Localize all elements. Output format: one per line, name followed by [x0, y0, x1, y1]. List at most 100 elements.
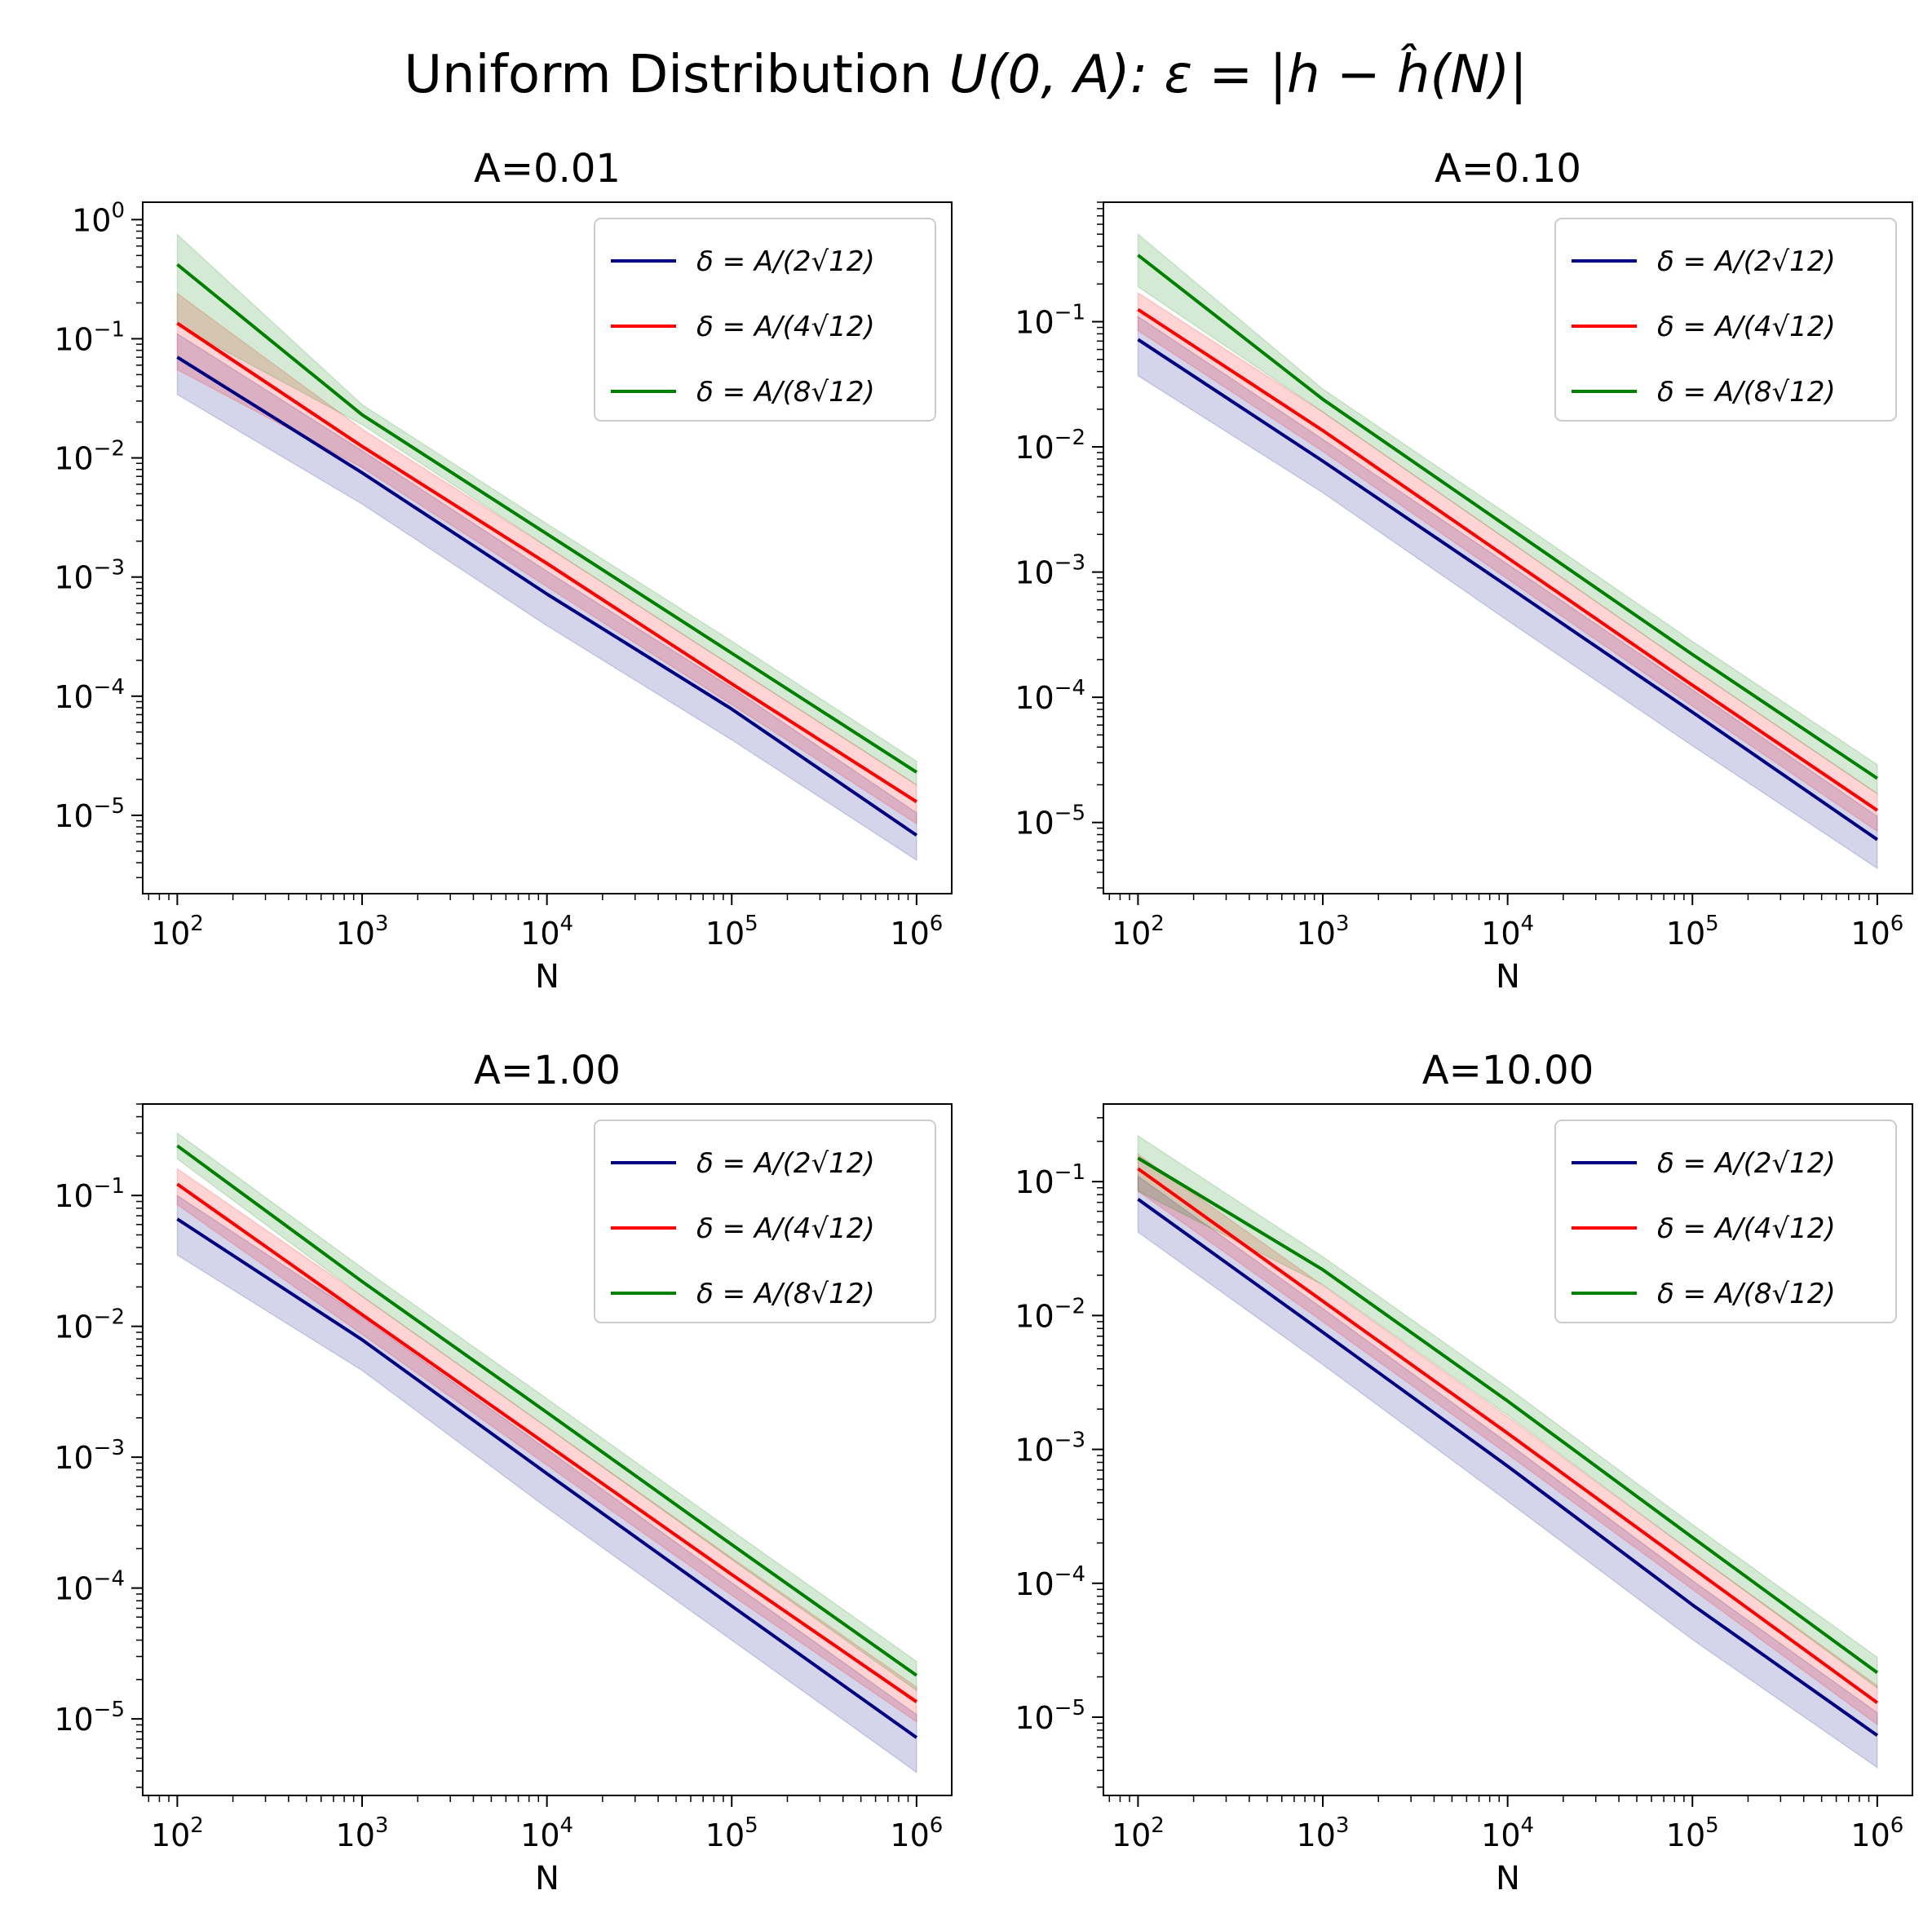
tick-label-base: 10 — [1850, 916, 1890, 952]
tick-label-base: 10 — [54, 1309, 93, 1345]
tick-label-base: 10 — [1297, 916, 1336, 952]
legend-label-1: δ = A/(2√12) — [696, 1147, 875, 1180]
tick-label-base: 10 — [1015, 430, 1054, 466]
y-tick-label: 10−4 — [54, 675, 125, 715]
y-tick-label: 10−1 — [54, 1174, 125, 1214]
tick-label-exponent: 4 — [560, 1813, 574, 1838]
tick-label-base: 10 — [1015, 1433, 1054, 1468]
series-line-2 — [176, 321, 917, 803]
tick-label-exponent: 2 — [190, 912, 204, 936]
y-tick-label: 10−4 — [1015, 1562, 1085, 1602]
tick-label-exponent: 4 — [560, 912, 574, 936]
y-tick-label: 10−2 — [1015, 1294, 1085, 1334]
tick-label-exponent: 3 — [375, 1813, 389, 1838]
tick-label-base: 10 — [54, 798, 93, 834]
x-tick-label: 105 — [705, 1813, 758, 1853]
y-tick-label: 10−3 — [1015, 1429, 1085, 1468]
y-tick-label: 10−5 — [54, 1698, 125, 1738]
tick-label-base: 10 — [72, 202, 111, 238]
tick-label-exponent: −2 — [1054, 426, 1085, 450]
y-tick-label: 100 — [72, 198, 125, 238]
x-axis-label: N — [1496, 958, 1520, 996]
legend: δ = A/(2√12) δ = A/(4√12) δ = A/(8√12) — [594, 218, 936, 422]
tick-label-base: 10 — [54, 1702, 93, 1738]
tick-label-base: 10 — [520, 916, 559, 952]
tick-label-base: 10 — [54, 441, 93, 477]
legend-label-1: δ = A/(2√12) — [1657, 1147, 1836, 1180]
y-tick-label: 10−5 — [1015, 1696, 1085, 1736]
legend: δ = A/(2√12) δ = A/(4√12) δ = A/(8√12) — [594, 1120, 936, 1323]
tick-label-base: 10 — [1015, 1298, 1054, 1334]
tick-label-base: 10 — [1015, 1700, 1054, 1736]
x-tick-label: 104 — [520, 912, 573, 952]
x-axis-label: N — [535, 958, 559, 996]
y-tick-label: 10−1 — [54, 317, 125, 357]
series-line-1 — [176, 356, 918, 837]
legend-box — [1554, 1120, 1897, 1323]
tick-label-exponent: 4 — [1521, 912, 1535, 936]
confidence-band-1 — [176, 333, 917, 862]
tick-label-base: 10 — [54, 1178, 93, 1214]
tick-label-base: 10 — [705, 1817, 745, 1853]
tick-label-base: 10 — [1481, 1817, 1520, 1853]
tick-label-base: 10 — [1015, 305, 1054, 341]
x-tick-label: 103 — [1297, 912, 1350, 952]
x-tick-label: 104 — [1481, 912, 1534, 952]
tick-label-exponent: 5 — [1705, 912, 1719, 936]
series-line-1 — [176, 1217, 918, 1739]
tick-label-exponent: 3 — [375, 912, 389, 936]
tick-label-base: 10 — [54, 1440, 93, 1476]
series-line-3 — [176, 1144, 918, 1677]
tick-label-exponent: −4 — [94, 675, 125, 700]
tick-label-base: 10 — [1015, 1164, 1054, 1200]
tick-label-exponent: −3 — [94, 1436, 125, 1460]
plot-area — [176, 232, 918, 862]
tick-label-base: 10 — [151, 1817, 190, 1853]
x-tick-label: 103 — [336, 1813, 389, 1853]
legend-label-1: δ = A/(2√12) — [696, 245, 875, 278]
x-tick-label: 105 — [705, 912, 758, 952]
tick-label-base: 10 — [890, 916, 929, 952]
tick-label-base: 10 — [54, 321, 93, 357]
plot-area — [1137, 232, 1879, 870]
confidence-band-2 — [1137, 291, 1878, 833]
tick-label-base: 10 — [1015, 1566, 1054, 1602]
series-line-3 — [1137, 254, 1879, 780]
legend-label-2: δ = A/(4√12) — [1657, 1212, 1836, 1245]
suptitle-prefix: Uniform Distribution — [404, 45, 948, 105]
tick-label-exponent: −5 — [94, 1698, 125, 1722]
tick-label-exponent: −3 — [1054, 1429, 1085, 1453]
legend-label-3: δ = A/(8√12) — [1657, 376, 1836, 409]
tick-label-exponent: 5 — [745, 912, 758, 936]
tick-label-exponent: 5 — [1705, 1813, 1719, 1838]
y-tick-label: 10−5 — [54, 794, 125, 834]
legend: δ = A/(2√12) δ = A/(4√12) δ = A/(8√12) — [1554, 1120, 1897, 1323]
tick-label-exponent: −2 — [94, 437, 125, 462]
tick-label-exponent: −5 — [1054, 802, 1085, 826]
tick-label-exponent: 2 — [190, 1813, 204, 1838]
x-tick-label: 106 — [1850, 1813, 1903, 1853]
tick-label-base: 10 — [336, 1817, 375, 1853]
y-axis: 10−510−410−310−210−1 — [1015, 201, 1103, 889]
tick-label-base: 10 — [336, 916, 375, 952]
tick-label-exponent: −1 — [1054, 301, 1085, 325]
tick-label-exponent: −4 — [94, 1567, 125, 1592]
x-tick-label: 106 — [1850, 912, 1903, 952]
x-tick-label: 102 — [151, 912, 204, 952]
series-line-1 — [1137, 338, 1879, 841]
x-tick-label: 103 — [336, 912, 389, 952]
tick-label-exponent: −3 — [1054, 551, 1085, 576]
legend-label-1: δ = A/(2√12) — [1657, 245, 1836, 278]
tick-label-exponent: 6 — [1890, 912, 1904, 936]
x-tick-label: 102 — [1112, 1813, 1165, 1853]
x-tick-label: 104 — [520, 1813, 573, 1853]
x-axis-label: N — [1496, 1860, 1520, 1897]
series-line-2 — [176, 1182, 918, 1703]
legend-box — [1554, 218, 1897, 422]
series-line-2 — [1137, 1167, 1879, 1704]
y-tick-label: 10−2 — [54, 1305, 125, 1345]
legend-label-3: δ = A/(8√12) — [696, 1278, 875, 1310]
